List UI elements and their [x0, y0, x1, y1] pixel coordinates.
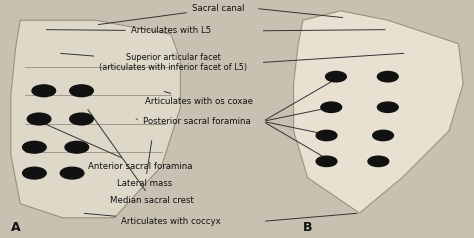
Circle shape [70, 85, 93, 97]
Text: B: B [303, 221, 312, 234]
Text: Articulates with L5: Articulates with L5 [46, 26, 211, 35]
Circle shape [70, 113, 93, 125]
Text: A: A [11, 221, 20, 234]
Circle shape [23, 141, 46, 153]
Circle shape [27, 113, 51, 125]
Circle shape [368, 156, 389, 167]
Text: Sacral canal: Sacral canal [99, 4, 245, 25]
Circle shape [326, 71, 346, 82]
Text: Articulates with coccyx: Articulates with coccyx [84, 213, 221, 226]
Circle shape [321, 102, 342, 112]
Text: Articulates with os coxae: Articulates with os coxae [146, 92, 253, 106]
Polygon shape [11, 20, 181, 218]
Text: Superior articular facet
(articulates with inferior facet of L5): Superior articular facet (articulates wi… [61, 53, 247, 72]
Circle shape [316, 156, 337, 167]
Circle shape [23, 167, 46, 179]
Text: Anterior sacral foramina: Anterior sacral foramina [42, 123, 192, 171]
Circle shape [377, 71, 398, 82]
Circle shape [373, 130, 393, 141]
Polygon shape [293, 11, 463, 213]
Circle shape [32, 85, 55, 97]
Circle shape [316, 130, 337, 141]
Text: Posterior sacral foramina: Posterior sacral foramina [136, 117, 251, 126]
Circle shape [377, 102, 398, 112]
Text: Median sacral crest: Median sacral crest [88, 109, 194, 205]
Circle shape [65, 141, 89, 153]
Circle shape [60, 167, 84, 179]
Text: Lateral mass: Lateral mass [118, 141, 173, 188]
